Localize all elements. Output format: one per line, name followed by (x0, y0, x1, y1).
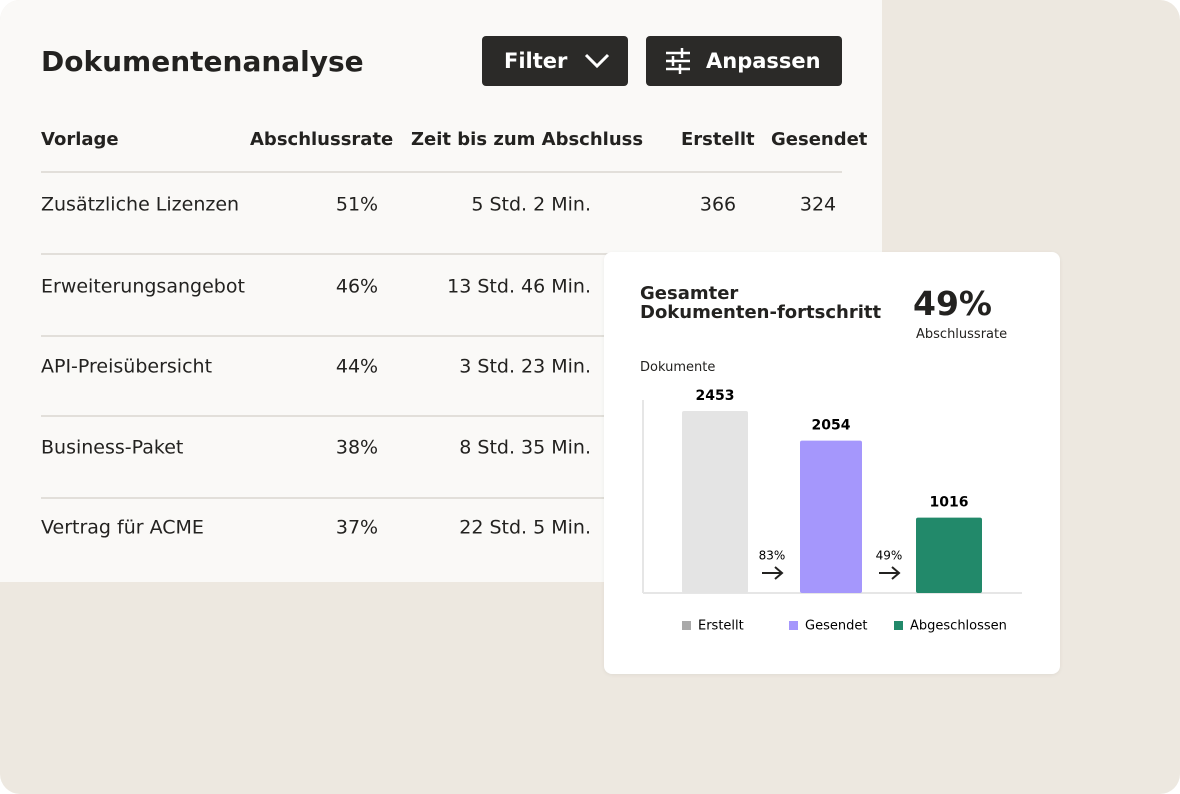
page-title: Dokumentenanalyse (41, 45, 364, 78)
legend-swatch (894, 621, 903, 630)
table-cell: Vertrag für ACME (41, 516, 204, 539)
customize-button[interactable]: Anpassen (646, 36, 842, 86)
legend-label: Abgeschlossen (910, 619, 1007, 634)
bar (800, 440, 862, 593)
bar (682, 411, 748, 593)
column-header: Vorlage (41, 129, 119, 150)
chevron-icon (584, 53, 610, 69)
value-label: 2453 (696, 388, 735, 404)
progress-card: Gesamter Dokumenten-fortschritt 49% Absc… (604, 252, 1060, 674)
table-cell: 51% (335, 193, 379, 216)
row-divider (41, 415, 842, 417)
row-divider (41, 497, 842, 499)
column-header: Zeit bis zum Abschluss (411, 129, 644, 150)
row-divider (41, 171, 842, 173)
row-divider (41, 253, 842, 255)
button-label: Anpassen (706, 49, 821, 73)
arrow-icon (762, 566, 784, 580)
value-label: 2054 (812, 418, 851, 434)
value-label: 1016 (930, 495, 969, 511)
table-cell: 37% (335, 516, 379, 539)
column-header: Gesendet (771, 129, 868, 150)
legend-swatch (682, 621, 691, 630)
legend-label: Gesendet (805, 619, 867, 634)
table-cell: 13 Std. 46 Min. (447, 275, 591, 298)
table-cell: Erweiterungsangebot (41, 275, 245, 298)
conversion-label: 49% (876, 549, 903, 563)
card-title: Dokumenten-fortschritt (640, 302, 882, 323)
column-header: Erstellt (681, 129, 755, 150)
table-cell: 44% (335, 355, 379, 378)
axis-label: Dokumente (640, 360, 716, 375)
table-cell: 366 (699, 193, 737, 216)
table-cell: 22 Std. 5 Min. (459, 516, 591, 539)
rate-label: Abschlussrate (916, 327, 1008, 342)
row-divider (41, 335, 842, 337)
table-cell: Zusätzliche Lizenzen (41, 193, 240, 216)
table-cell: 38% (335, 436, 379, 459)
table-cell: 324 (799, 193, 837, 216)
column-header: Abschlussrate (250, 129, 394, 150)
table-cell: 8 Std. 35 Min. (459, 436, 591, 459)
button-label: Filter (504, 49, 568, 73)
conversion-label: 83% (759, 549, 786, 563)
legend-label: Erstellt (698, 619, 744, 634)
table-cell: 46% (335, 275, 379, 298)
legend-swatch (789, 621, 798, 630)
table-cell: 3 Std. 23 Min. (459, 355, 591, 378)
table-cell: 5 Std. 2 Min. (471, 193, 591, 216)
card-title: Gesamter (640, 283, 739, 304)
filter-button[interactable]: Filter (482, 36, 628, 86)
chart: 2453 Erstellt 2054 Gesendet 1016 Abgeschlosse… (642, 388, 1022, 634)
sliders-icon (666, 48, 690, 74)
rate-value: 49% (913, 284, 992, 323)
bar (916, 517, 982, 593)
table-cell: API-Preisübersicht (41, 355, 213, 378)
arrow-icon (879, 566, 901, 580)
table-cell: Business-Paket (41, 436, 184, 459)
